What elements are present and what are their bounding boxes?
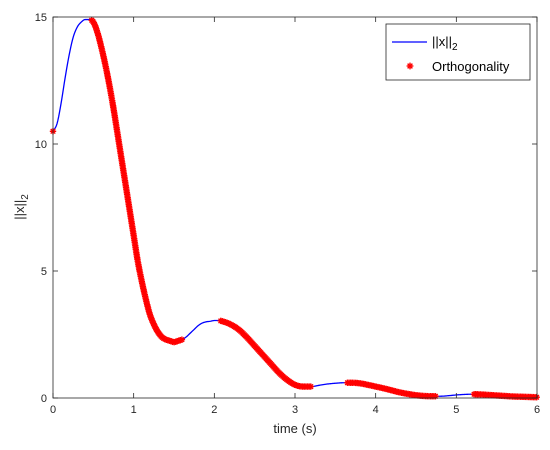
asterisk-stroke xyxy=(179,336,185,343)
x-tick-label: 5 xyxy=(453,404,459,416)
x-tick-label: 1 xyxy=(131,404,137,416)
orthogonality-marker xyxy=(432,393,439,400)
legend-entry-norm-main: ||x|| xyxy=(432,34,452,49)
x-tick-label: 2 xyxy=(211,404,217,416)
legend-entry-orthogonality: Orthogonality xyxy=(432,59,510,74)
legend-asterisk xyxy=(406,62,414,70)
asterisk-stroke xyxy=(407,63,413,69)
asterisk-stroke xyxy=(308,383,314,390)
x-tick-label: 6 xyxy=(534,404,540,416)
y-axis-label: ||x||2 xyxy=(12,194,31,220)
y-tick-label: 10 xyxy=(35,139,47,151)
orthogonality-marker xyxy=(307,383,314,390)
legend-entry-norm: ||x||2 xyxy=(432,34,458,53)
x-tick-label: 4 xyxy=(373,404,379,416)
legend: ||x||2 Orthogonality xyxy=(385,23,531,81)
y-axis-label-main: ||x|| xyxy=(12,200,27,220)
legend-box xyxy=(385,23,531,81)
legend-asterisk-marker xyxy=(406,62,414,70)
x-axis-label: time (s) xyxy=(273,421,316,436)
plot-background xyxy=(53,17,537,398)
y-tick-label: 0 xyxy=(41,393,47,405)
orthogonality-markers-top xyxy=(49,17,540,401)
y-tick-label: 15 xyxy=(35,12,47,24)
orthogonality-marker xyxy=(178,336,186,343)
x-tick-label: 3 xyxy=(292,404,298,416)
y-axis-label-subscript: 2 xyxy=(20,194,31,200)
legend-entry-norm-subscript: 2 xyxy=(452,42,458,53)
y-tick-label: 5 xyxy=(41,266,47,278)
axis-ticks: 0 1 2 3 4 5 6 0 5 10 15 xyxy=(35,12,540,416)
x-tick-label: 0 xyxy=(50,404,56,416)
